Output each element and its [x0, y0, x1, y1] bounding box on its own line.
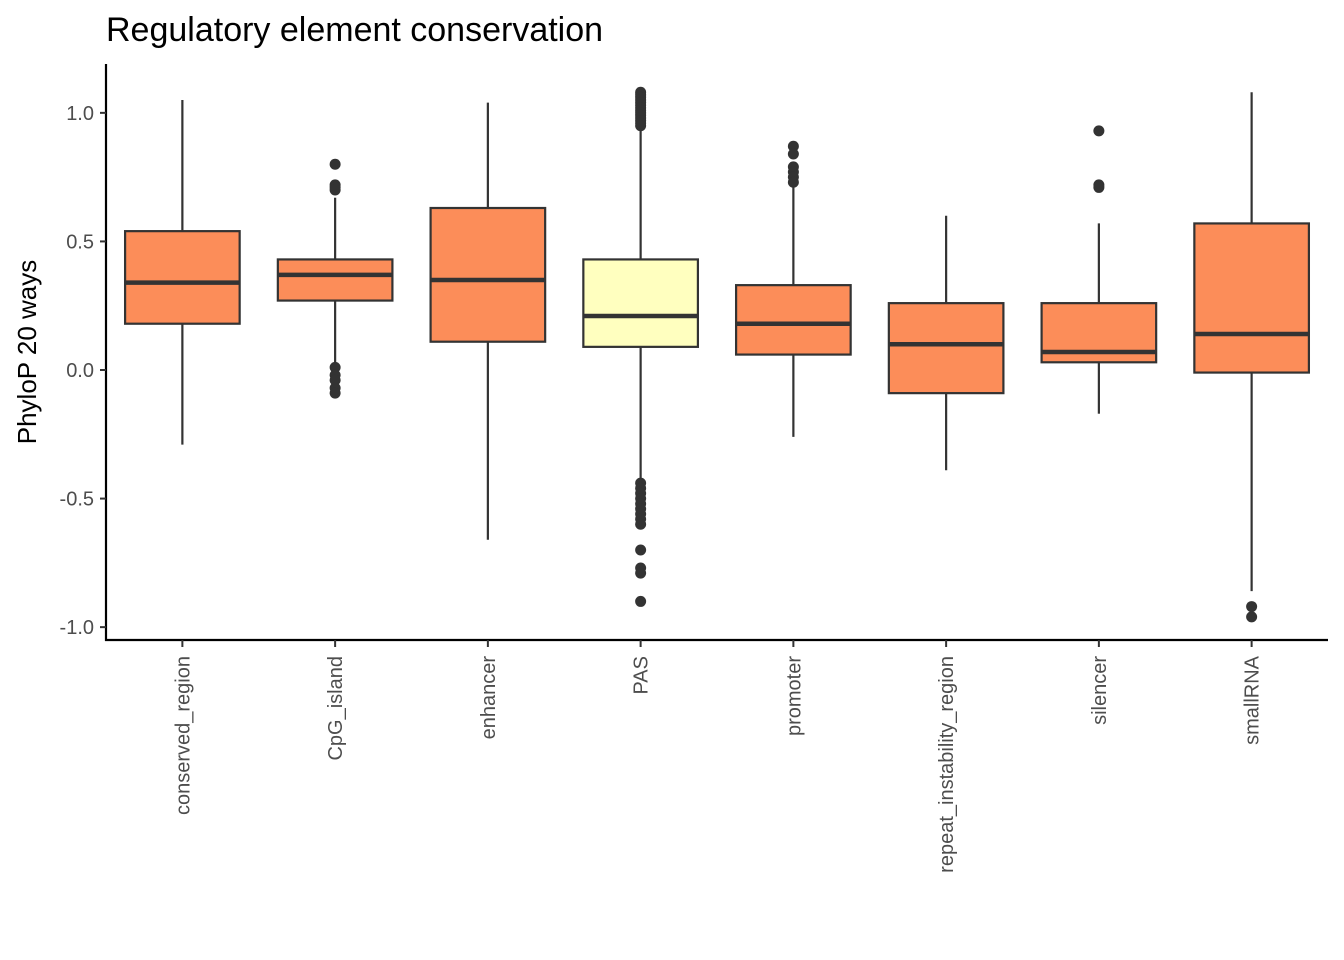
- outlier-point: [787, 176, 799, 188]
- x-tick-label: smallRNA: [1242, 655, 1264, 745]
- outlier-point: [1093, 125, 1105, 137]
- x-axis: conserved_region CpG_island enhancer PAS pro…: [105, 638, 1328, 873]
- box-smallRNA: [1193, 92, 1311, 623]
- y-tick-label: 0.5: [66, 231, 94, 253]
- outlier-point: [635, 120, 647, 132]
- boxes-layer: [123, 86, 1311, 623]
- x-tick-label: enhancer: [478, 656, 500, 740]
- y-axis-label: PhyloP 20 ways: [12, 260, 42, 445]
- box-conserved_region: [123, 100, 241, 445]
- y-tick-label: -1.0: [60, 617, 94, 639]
- box-promoter: [734, 140, 852, 437]
- outlier-point: [635, 518, 647, 530]
- outlier-point: [329, 374, 341, 386]
- x-tick-label: silencer: [1089, 656, 1111, 725]
- iqr-box: [1193, 222, 1311, 374]
- x-tick-label: CpG_island: [325, 656, 347, 761]
- iqr-box: [276, 258, 394, 302]
- y-tick-label: 0.0: [66, 360, 94, 382]
- box-PAS: [582, 86, 700, 607]
- outlier-point: [329, 184, 341, 196]
- iqr-box: [887, 302, 1005, 395]
- outlier-point: [329, 361, 341, 373]
- outlier-point: [1093, 181, 1105, 193]
- outlier-point: [787, 148, 799, 160]
- chart-title: Regulatory element conservation: [106, 11, 603, 49]
- box-CpG_island: [276, 158, 394, 399]
- box-silencer: [1040, 125, 1158, 414]
- outlier-point: [787, 140, 799, 152]
- y-tick-label: -0.5: [60, 489, 94, 511]
- iqr-box: [123, 230, 241, 325]
- outlier-point: [1246, 601, 1258, 613]
- y-tick-label: 1.0: [66, 103, 94, 125]
- outlier-point: [329, 387, 341, 399]
- x-tick-label: repeat_instability_region: [936, 656, 958, 873]
- box-enhancer: [429, 102, 547, 540]
- box-repeat_instability_region: [887, 215, 1005, 471]
- x-tick-label: promoter: [783, 656, 805, 736]
- outlier-point: [635, 595, 647, 607]
- outlier-point: [1246, 611, 1258, 623]
- outlier-point: [635, 544, 647, 556]
- x-tick-label: conserved_region: [172, 656, 194, 815]
- iqr-box: [429, 206, 547, 343]
- x-tick-label: PAS: [631, 656, 653, 695]
- outlier-point: [329, 158, 341, 170]
- iqr-box: [734, 284, 852, 356]
- iqr-box: [582, 258, 700, 348]
- y-axis: -1.0 -0.5 0.0 0.5 1.0: [60, 64, 108, 641]
- outlier-point: [635, 567, 647, 579]
